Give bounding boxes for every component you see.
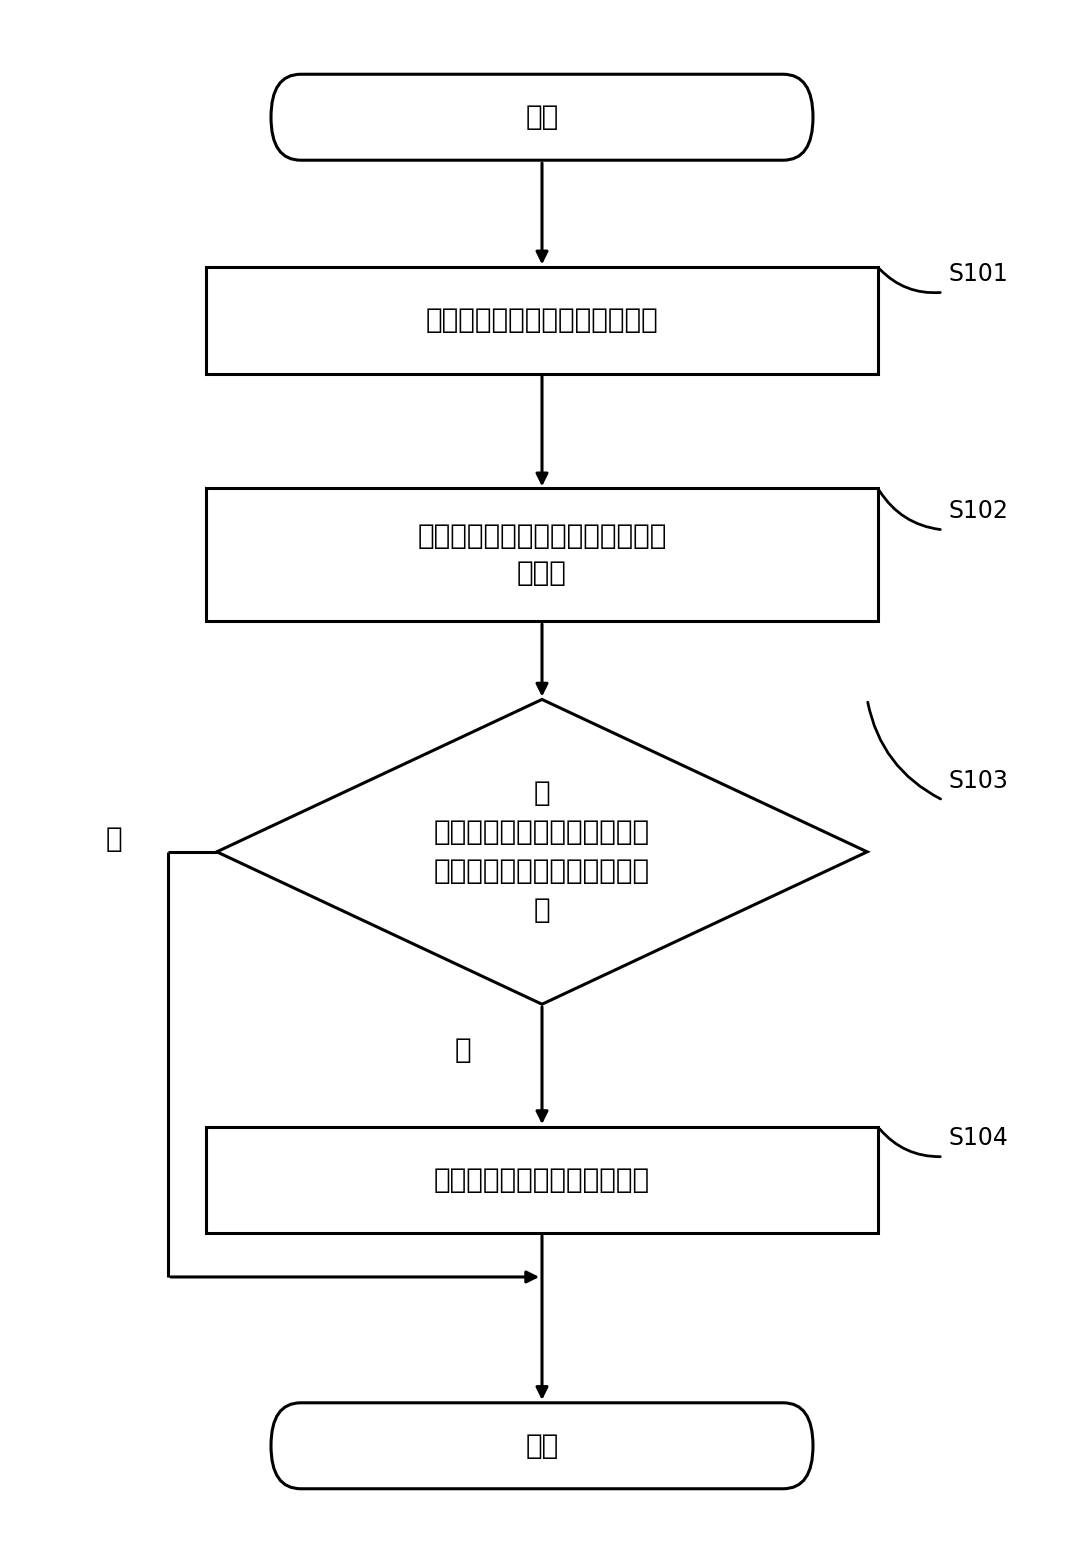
Text: 开始: 开始 <box>526 103 558 131</box>
Bar <box>206 488 878 621</box>
Text: S102: S102 <box>948 499 1008 524</box>
Text: 通过温度传感器采集现场设备的温
度数据: 通过温度传感器采集现场设备的温 度数据 <box>417 522 667 588</box>
Bar <box>206 1127 878 1233</box>
Bar <box>206 267 878 374</box>
Text: 否: 否 <box>105 825 122 853</box>
Text: S103: S103 <box>948 769 1008 794</box>
Text: S104: S104 <box>948 1125 1008 1150</box>
FancyBboxPatch shape <box>271 73 813 161</box>
Text: S101: S101 <box>948 261 1008 286</box>
Text: 接收服务器下发的温度采集指令: 接收服务器下发的温度采集指令 <box>426 306 658 334</box>
Text: 将异常温度数据上传至服务器: 将异常温度数据上传至服务器 <box>434 1166 650 1194</box>
FancyBboxPatch shape <box>271 1404 813 1488</box>
Polygon shape <box>217 700 867 1005</box>
Text: 是: 是 <box>455 1036 472 1064</box>
Text: 对
温度数据进行分析处理，并判
断温度数据是否为异常温度数
据: 对 温度数据进行分析处理，并判 断温度数据是否为异常温度数 据 <box>434 780 650 924</box>
Text: 结束: 结束 <box>526 1432 558 1460</box>
